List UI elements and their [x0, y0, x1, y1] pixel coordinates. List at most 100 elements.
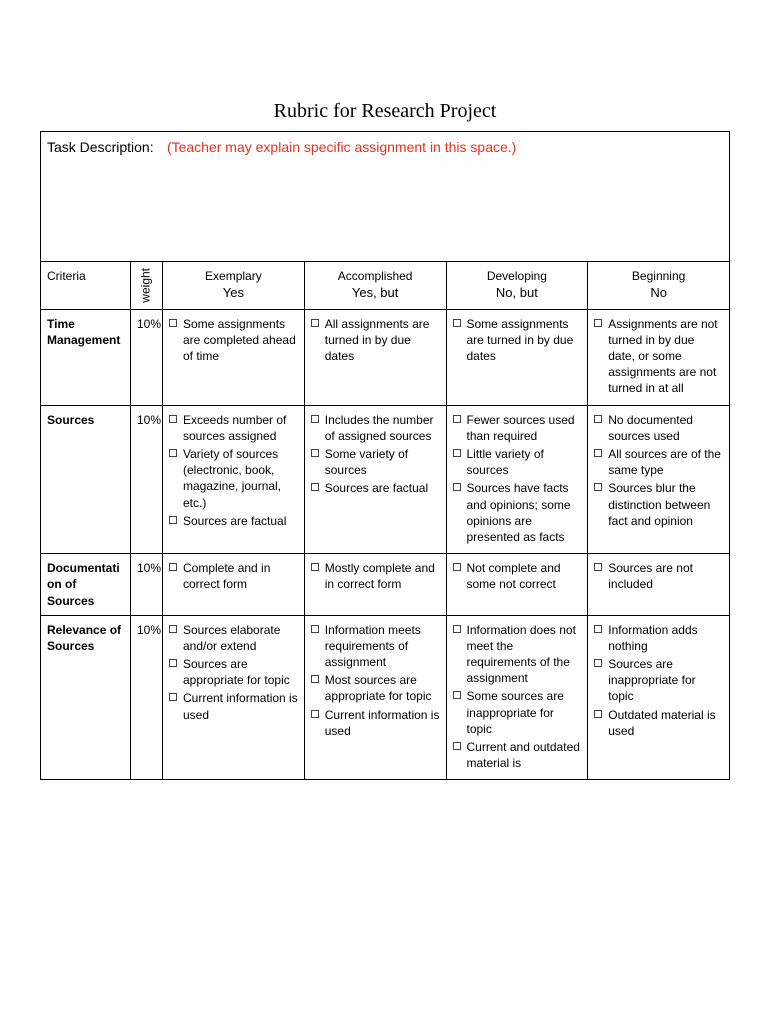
bullet-list: Complete and in correct form [169, 560, 298, 592]
bullet-text: No documented sources used [608, 412, 723, 444]
rubric-cell: Mostly complete and in correct form [304, 554, 446, 616]
rubric-cell: Some assignments are completed ahead of … [163, 309, 305, 405]
checkbox-icon [594, 710, 602, 718]
task-description-placeholder: (Teacher may explain specific assignment… [167, 139, 516, 155]
bullet-list: Mostly complete and in correct form [311, 560, 440, 592]
bullet-list: Some assignments are turned in by due da… [453, 316, 582, 365]
bullet-text: Mostly complete and in correct form [325, 560, 440, 592]
bullet-text: Sources blur the distinction between fac… [608, 480, 723, 529]
checkbox-icon [311, 415, 319, 423]
table-row: Relevance of Sources10%Sources elaborate… [41, 615, 730, 780]
level-line2: No [594, 284, 723, 302]
checkbox-icon [453, 742, 461, 750]
bullet-text: Includes the number of assigned sources [325, 412, 440, 444]
bullet-text: Information does not meet the requiremen… [467, 622, 582, 687]
list-item: Includes the number of assigned sources [311, 412, 440, 444]
list-item: Sources are factual [311, 480, 440, 496]
rubric-cell: All assignments are turned in by due dat… [304, 309, 446, 405]
level-header-beginning: Beginning No [588, 262, 730, 310]
bullet-text: Sources are inappropriate for topic [608, 656, 723, 705]
bullet-text: Sources are factual [183, 513, 298, 529]
list-item: Not complete and some not correct [453, 560, 582, 592]
rubric-cell: Some assignments are turned in by due da… [446, 309, 588, 405]
list-item: Complete and in correct form [169, 560, 298, 592]
weight-value: 10% [131, 615, 163, 780]
checkbox-icon [169, 516, 177, 524]
list-item: All assignments are turned in by due dat… [311, 316, 440, 365]
list-item: No documented sources used [594, 412, 723, 444]
task-description-cell: Task Description: (Teacher may explain s… [41, 132, 730, 262]
header-row: Criteria weight Exemplary Yes Accomplish… [41, 262, 730, 310]
task-description-row: Task Description: (Teacher may explain s… [41, 132, 730, 262]
criteria-name: Relevance of Sources [41, 615, 131, 780]
list-item: Mostly complete and in correct form [311, 560, 440, 592]
rubric-cell: Sources are not included [588, 554, 730, 616]
bullet-text: Outdated material is used [608, 707, 723, 739]
bullet-text: Information adds nothing [608, 622, 723, 654]
list-item: Outdated material is used [594, 707, 723, 739]
checkbox-icon [311, 625, 319, 633]
bullet-text: Exceeds number of sources assigned [183, 412, 298, 444]
bullet-text: Some sources are inappropriate for topic [467, 688, 582, 737]
rubric-cell: Sources elaborate and/or extendSources a… [163, 615, 305, 780]
bullet-list: All assignments are turned in by due dat… [311, 316, 440, 365]
checkbox-icon [311, 449, 319, 457]
checkbox-icon [453, 483, 461, 491]
list-item: All sources are of the same type [594, 446, 723, 478]
bullet-text: Sources have facts and opinions; some op… [467, 480, 582, 545]
bullet-text: Complete and in correct form [183, 560, 298, 592]
rubric-cell: No documented sources usedAll sources ar… [588, 405, 730, 554]
bullet-list: Includes the number of assigned sourcesS… [311, 412, 440, 497]
list-item: Exceeds number of sources assigned [169, 412, 298, 444]
bullet-list: Information meets requirements of assign… [311, 622, 440, 739]
bullet-text: All sources are of the same type [608, 446, 723, 478]
list-item: Sources are inappropriate for topic [594, 656, 723, 705]
weight-value: 10% [131, 405, 163, 554]
bullet-text: Fewer sources used than required [467, 412, 582, 444]
task-description-label: Task Description: [47, 139, 154, 155]
bullet-list: No documented sources usedAll sources ar… [594, 412, 723, 529]
checkbox-icon [311, 563, 319, 571]
rubric-cell: Information does not meet the requiremen… [446, 615, 588, 780]
bullet-list: Information adds nothingSources are inap… [594, 622, 723, 739]
criteria-name: Time Management [41, 309, 131, 405]
checkbox-icon [594, 625, 602, 633]
bullet-text: Current information is used [183, 690, 298, 722]
checkbox-icon [594, 483, 602, 491]
checkbox-icon [453, 415, 461, 423]
weight-value: 10% [131, 309, 163, 405]
bullet-text: Sources are not included [608, 560, 723, 592]
bullet-text: Sources elaborate and/or extend [183, 622, 298, 654]
list-item: Sources are factual [169, 513, 298, 529]
bullet-text: Sources are factual [325, 480, 440, 496]
level-header-accomplished: Accomplished Yes, but [304, 262, 446, 310]
bullet-list: Information does not meet the requiremen… [453, 622, 582, 772]
checkbox-icon [311, 483, 319, 491]
list-item: Current and outdated material is [453, 739, 582, 771]
level-line1: Developing [453, 268, 582, 284]
list-item: Sources elaborate and/or extend [169, 622, 298, 654]
bullet-text: All assignments are turned in by due dat… [325, 316, 440, 365]
bullet-list: Not complete and some not correct [453, 560, 582, 592]
level-line2: Yes, but [311, 284, 440, 302]
list-item: Some assignments are completed ahead of … [169, 316, 298, 365]
bullet-text: Assignments are not turned in by due dat… [608, 316, 723, 397]
bullet-text: Some assignments are turned in by due da… [467, 316, 582, 365]
rubric-cell: Information adds nothingSources are inap… [588, 615, 730, 780]
checkbox-icon [169, 693, 177, 701]
list-item: Current information is used [311, 707, 440, 739]
checkbox-icon [453, 691, 461, 699]
bullet-text: Current and outdated material is [467, 739, 582, 771]
bullet-text: Information meets requirements of assign… [325, 622, 440, 671]
list-item: Assignments are not turned in by due dat… [594, 316, 723, 397]
rubric-cell: Fewer sources used than requiredLittle v… [446, 405, 588, 554]
bullet-text: Some variety of sources [325, 446, 440, 478]
level-line2: Yes [169, 284, 298, 302]
checkbox-icon [594, 659, 602, 667]
list-item: Some sources are inappropriate for topic [453, 688, 582, 737]
bullet-text: Variety of sources (electronic, book, ma… [183, 446, 298, 511]
rubric-cell: Information meets requirements of assign… [304, 615, 446, 780]
list-item: Sources have facts and opinions; some op… [453, 480, 582, 545]
weight-header: weight [131, 262, 163, 310]
level-line1: Exemplary [169, 268, 298, 284]
